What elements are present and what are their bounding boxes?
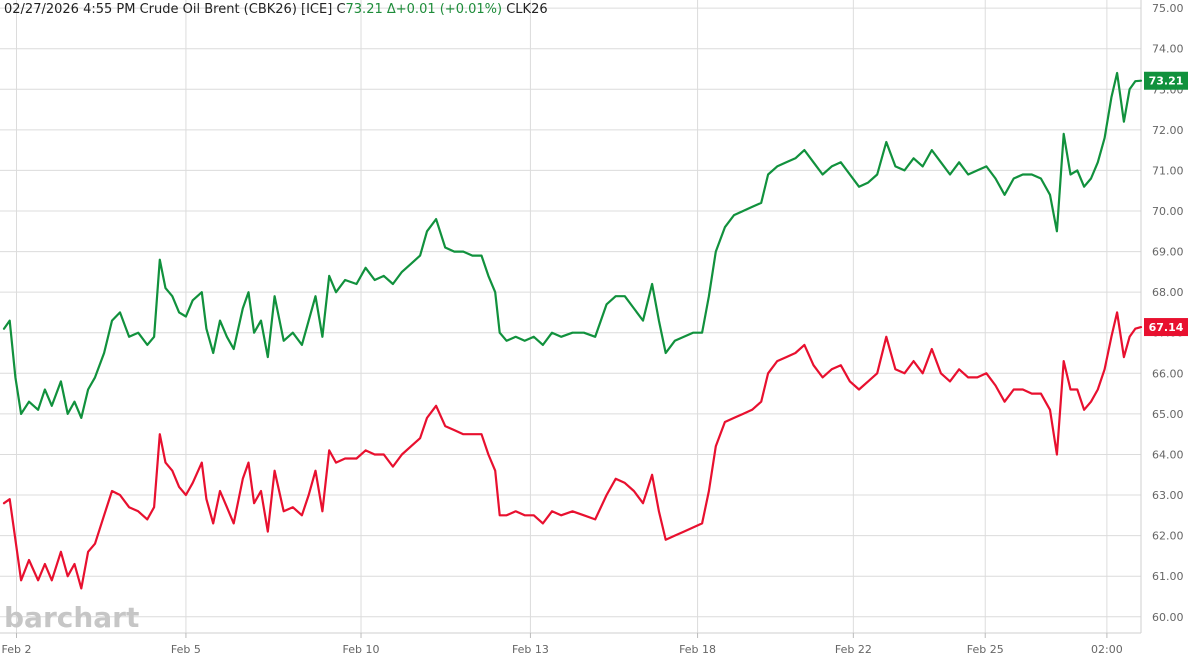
y-axis: 60.0061.0062.0063.0064.0065.0066.0067.00… — [1140, 0, 1184, 633]
series-line-cbk26 — [2, 71, 1143, 419]
series-layer — [2, 71, 1143, 590]
last-price-labels: 73.21 67.14 — [1144, 71, 1188, 337]
x-tick-label: Feb 5 — [171, 643, 201, 656]
y-tick-label: 69.00 — [1152, 246, 1184, 259]
x-tick-label: Feb 25 — [967, 643, 1004, 656]
y-tick-label: 60.00 — [1152, 611, 1184, 624]
header-date: 02/27/2026 — [4, 2, 79, 17]
y-tick-label: 64.00 — [1152, 448, 1184, 461]
header-change: Δ+0.01 (+0.01%) — [386, 2, 503, 17]
header-instrument: Crude Oil Brent (CBK26) [ICE] — [139, 2, 333, 17]
last-price-label: 67.14 — [1149, 321, 1184, 334]
header-time: 4:55 PM — [83, 2, 136, 17]
y-tick-label: 72.00 — [1152, 124, 1184, 137]
x-axis: Feb 2 Feb 5 Feb 10 Feb 13 Feb 18 Feb 22 Feb 25… — [0, 632, 1141, 656]
y-tick-label: 65.00 — [1152, 408, 1184, 421]
x-tick-label: Feb 22 — [835, 643, 872, 656]
header-compare-symbol: CLK26 — [506, 2, 548, 17]
chart-header: 02/27/2026 4:55 PM Crude Oil Brent (CBK2… — [4, 2, 548, 17]
y-tick-label: 66.00 — [1152, 367, 1184, 380]
y-tick-label: 62.00 — [1152, 530, 1184, 543]
header-close-value: 73.21 — [345, 2, 383, 17]
y-tick-label: 75.00 — [1152, 2, 1184, 15]
x-tick-label: Feb 10 — [343, 643, 380, 656]
y-tick-label: 70.00 — [1152, 205, 1184, 218]
y-tick-label: 71.00 — [1152, 164, 1184, 177]
x-tick-label: 02:00 — [1091, 643, 1123, 656]
last-price-badge — [1144, 71, 1188, 90]
x-tick-label: Feb 18 — [679, 643, 716, 656]
series-line-clk26 — [2, 311, 1143, 590]
y-tick-label: 63.00 — [1152, 489, 1184, 502]
x-tick-label: Feb 2 — [2, 643, 32, 656]
x-tick-label: Feb 13 — [512, 643, 549, 656]
y-tick-label: 68.00 — [1152, 286, 1184, 299]
grid-layer — [0, 0, 1141, 633]
last-price-badge — [1144, 318, 1188, 337]
y-tick-label: 61.00 — [1152, 570, 1184, 583]
y-tick-label: 74.00 — [1152, 43, 1184, 56]
header-close-prefix: C — [336, 2, 346, 17]
barchart-watermark: barchart — [4, 601, 139, 634]
last-price-label: 73.21 — [1149, 75, 1184, 88]
